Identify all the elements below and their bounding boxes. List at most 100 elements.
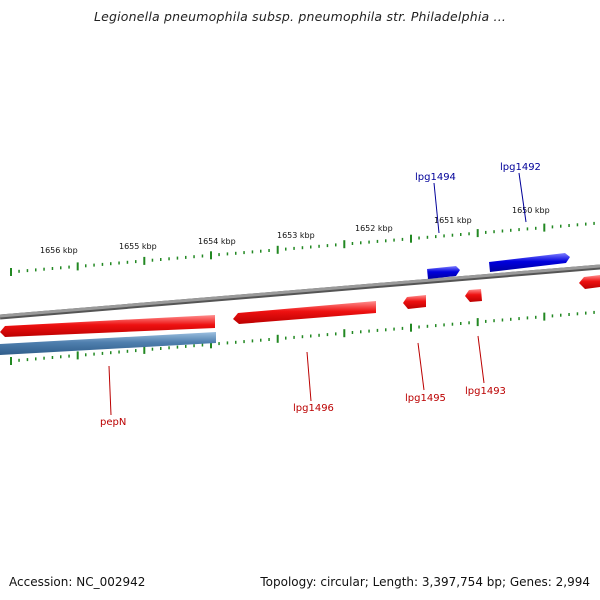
tick-minor xyxy=(376,239,379,243)
gene-lpg1496[interactable] xyxy=(233,301,376,324)
kbp-label-1651: 1651 kbp xyxy=(434,216,472,225)
tick-major xyxy=(10,357,12,365)
tick-major xyxy=(143,345,146,354)
tick-minor xyxy=(243,340,245,344)
tick-minor xyxy=(510,317,512,321)
tick-minor xyxy=(193,255,195,259)
tick-minor xyxy=(368,240,370,244)
tick-minor xyxy=(568,313,570,316)
tick-major xyxy=(276,245,279,254)
tick-minor xyxy=(385,328,387,332)
tick-minor xyxy=(260,249,262,253)
gene-lpg1495[interactable] xyxy=(403,295,426,309)
kbp-label-1655: 1655 kbp xyxy=(119,242,157,251)
kbp-label-1654: 1654 kbp xyxy=(198,237,236,246)
tick-minor xyxy=(251,250,254,254)
gene-lpg1493[interactable] xyxy=(465,289,482,302)
tick-minor xyxy=(268,338,270,341)
tick-minor xyxy=(168,257,170,261)
tick-minor xyxy=(468,321,470,325)
label-lpg1492[interactable]: lpg1492 xyxy=(500,162,541,173)
tick-minor xyxy=(318,333,320,337)
tick-minor xyxy=(285,247,287,251)
map-title: Legionella pneumophila subsp. pneumophil… xyxy=(93,9,507,24)
tick-major xyxy=(143,256,146,265)
tick-minor xyxy=(160,347,162,350)
label-lpg1495[interactable]: lpg1495 xyxy=(405,393,446,404)
tick-minor xyxy=(318,244,320,248)
tick-minor xyxy=(326,244,329,248)
tick-minor xyxy=(401,237,404,241)
tick-major xyxy=(476,229,479,238)
leader-lpg1496 xyxy=(306,351,312,402)
tick-minor xyxy=(518,317,520,321)
gene-lpg1494[interactable] xyxy=(427,266,460,279)
tick-minor xyxy=(493,230,495,234)
tick-minor xyxy=(118,350,120,354)
tick-major xyxy=(343,329,346,338)
tick-track-inner xyxy=(10,310,595,365)
gene-pepN[interactable] xyxy=(0,315,215,337)
tick-minor xyxy=(60,266,62,270)
tick-minor xyxy=(501,229,504,233)
tick-track-outer xyxy=(10,221,595,276)
tick-minor xyxy=(151,258,154,262)
tick-minor xyxy=(226,252,229,256)
tick-minor xyxy=(551,225,554,229)
label-lpg1493[interactable]: lpg1493 xyxy=(465,386,506,397)
tick-minor xyxy=(110,262,112,266)
tick-minor xyxy=(501,318,504,322)
tick-minor xyxy=(135,349,137,353)
tick-minor xyxy=(526,227,529,231)
kbp-label-1656: 1656 kbp xyxy=(40,246,78,255)
kbp-label-1653: 1653 kbp xyxy=(277,231,315,240)
tick-minor xyxy=(43,356,45,360)
tick-minor xyxy=(251,339,254,343)
tick-minor xyxy=(218,342,220,346)
tick-minor xyxy=(193,344,195,348)
tick-minor xyxy=(160,258,162,261)
leader-lpg1495 xyxy=(417,342,425,391)
gene-partial-right[interactable] xyxy=(579,275,600,289)
topology-summary: Topology: circular; Length: 3,397,754 bp… xyxy=(260,575,590,589)
tick-minor xyxy=(335,332,337,336)
tick-minor xyxy=(101,351,104,355)
tick-minor xyxy=(176,345,179,349)
tick-minor xyxy=(426,235,429,239)
leader-pepN xyxy=(108,365,112,416)
tick-major xyxy=(543,312,546,321)
tick-minor xyxy=(360,330,362,334)
tick-major xyxy=(76,262,79,271)
tick-minor xyxy=(560,313,562,317)
gene-lpg1492[interactable] xyxy=(489,253,570,272)
label-pepN[interactable]: pepN xyxy=(100,417,126,428)
tick-minor xyxy=(226,341,229,345)
tick-minor xyxy=(585,222,587,226)
tick-minor xyxy=(326,333,329,337)
label-lpg1494[interactable]: lpg1494 xyxy=(415,172,456,183)
tick-minor xyxy=(60,355,62,359)
tick-minor xyxy=(293,335,295,339)
gene-pepN-highlight[interactable] xyxy=(0,332,216,355)
tick-minor xyxy=(35,357,37,361)
tick-minor xyxy=(293,246,295,250)
tick-minor xyxy=(360,241,362,245)
tick-minor xyxy=(535,315,537,319)
tick-minor xyxy=(126,349,129,353)
tick-minor xyxy=(335,243,337,247)
tick-minor xyxy=(68,354,70,358)
tick-minor xyxy=(560,224,562,228)
tick-minor xyxy=(110,351,112,355)
tick-minor xyxy=(435,235,437,239)
tick-minor xyxy=(485,319,487,323)
tick-minor xyxy=(368,329,370,333)
tick-minor xyxy=(85,264,87,268)
tick-minor xyxy=(26,269,29,273)
tick-minor xyxy=(51,267,54,270)
tick-minor xyxy=(393,238,395,242)
kbp-labels: 1656 kbp 1655 kbp 1654 kbp 1653 kbp 1652… xyxy=(40,206,550,255)
label-lpg1496[interactable]: lpg1496 xyxy=(293,403,334,414)
tick-minor xyxy=(185,344,187,348)
tick-minor xyxy=(51,356,54,359)
